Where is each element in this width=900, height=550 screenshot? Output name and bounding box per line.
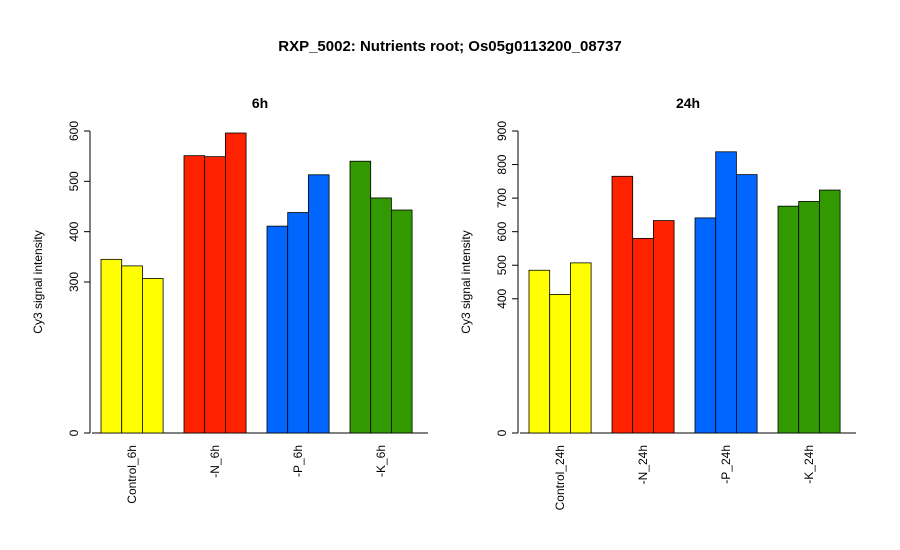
bar xyxy=(370,197,392,434)
category-label: -N_6h xyxy=(208,445,222,478)
y-tick-label: 700 xyxy=(495,188,509,208)
y-tick-label: 800 xyxy=(495,154,509,174)
category-label: -P_6h xyxy=(291,445,305,477)
y-tick-label: 500 xyxy=(495,255,509,275)
bar xyxy=(528,269,551,434)
bar xyxy=(694,217,717,434)
y-tick-label: 0 xyxy=(67,429,81,436)
y-tick-label: 300 xyxy=(67,272,81,292)
bar xyxy=(736,174,758,434)
category-label: -N_24h xyxy=(636,445,650,484)
bar xyxy=(349,160,372,434)
bar xyxy=(798,201,820,434)
category-label: -K_6h xyxy=(374,445,388,477)
category-label: Control_6h xyxy=(125,445,139,504)
y-tick-label: 0 xyxy=(495,429,509,436)
bar xyxy=(653,220,675,434)
bar xyxy=(121,265,143,434)
bar xyxy=(611,175,634,434)
bar xyxy=(819,189,841,434)
bar xyxy=(224,132,247,434)
y-tick-label: 600 xyxy=(67,121,81,141)
bar xyxy=(307,174,330,434)
bar xyxy=(183,155,206,434)
bar xyxy=(715,151,737,434)
y-tick-label: 900 xyxy=(495,121,509,141)
bar xyxy=(266,225,289,434)
y-tick-label: 600 xyxy=(495,221,509,241)
panel-title: 24h xyxy=(676,95,700,111)
bar xyxy=(141,278,164,434)
category-label: Control_24h xyxy=(553,445,567,510)
bar xyxy=(204,156,226,434)
y-tick-label: 400 xyxy=(495,288,509,308)
bar xyxy=(287,212,309,434)
page-title: RXP_5002: Nutrients root; Os05g0113200_0… xyxy=(278,38,622,55)
category-label: -P_24h xyxy=(719,445,733,484)
panel-title: 6h xyxy=(252,95,268,111)
y-tick-label: 400 xyxy=(67,221,81,241)
bar xyxy=(390,209,413,434)
y-axis-label: Cy3 signal intensity xyxy=(459,230,473,333)
category-label: -K_24h xyxy=(802,445,816,484)
bar xyxy=(549,294,571,434)
bar xyxy=(100,258,123,434)
bar xyxy=(632,237,654,434)
y-axis-label: Cy3 signal intensity xyxy=(31,230,45,333)
bar xyxy=(777,205,800,434)
y-tick-label: 500 xyxy=(67,171,81,191)
bar xyxy=(570,262,592,434)
